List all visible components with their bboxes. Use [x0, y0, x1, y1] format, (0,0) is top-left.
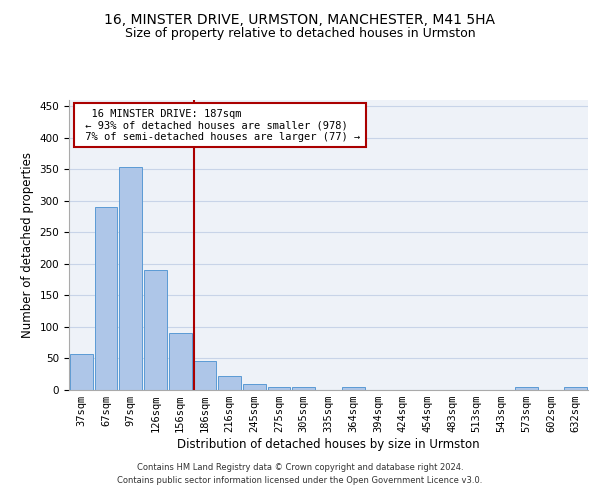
Bar [70, 354, 93, 390]
Y-axis label: Number of detached properties: Number of detached properties [21, 152, 34, 338]
Text: Size of property relative to detached houses in Urmston: Size of property relative to detached ho… [125, 28, 475, 40]
Bar [515, 387, 538, 390]
Bar [292, 387, 315, 390]
Bar [95, 207, 118, 390]
Bar [564, 387, 587, 390]
Text: Contains public sector information licensed under the Open Government Licence v3: Contains public sector information licen… [118, 476, 482, 485]
Bar [194, 361, 216, 390]
Bar [169, 334, 191, 390]
Bar [218, 376, 241, 390]
Text: Contains HM Land Registry data © Crown copyright and database right 2024.: Contains HM Land Registry data © Crown c… [137, 462, 463, 471]
X-axis label: Distribution of detached houses by size in Urmston: Distribution of detached houses by size … [177, 438, 480, 451]
Bar [144, 270, 167, 390]
Bar [268, 387, 290, 390]
Bar [342, 387, 365, 390]
Bar [119, 168, 142, 390]
Text: 16, MINSTER DRIVE, URMSTON, MANCHESTER, M41 5HA: 16, MINSTER DRIVE, URMSTON, MANCHESTER, … [104, 12, 496, 26]
Bar [243, 384, 266, 390]
Text: 16 MINSTER DRIVE: 187sqm
 ← 93% of detached houses are smaller (978)
 7% of semi: 16 MINSTER DRIVE: 187sqm ← 93% of detach… [79, 108, 361, 142]
